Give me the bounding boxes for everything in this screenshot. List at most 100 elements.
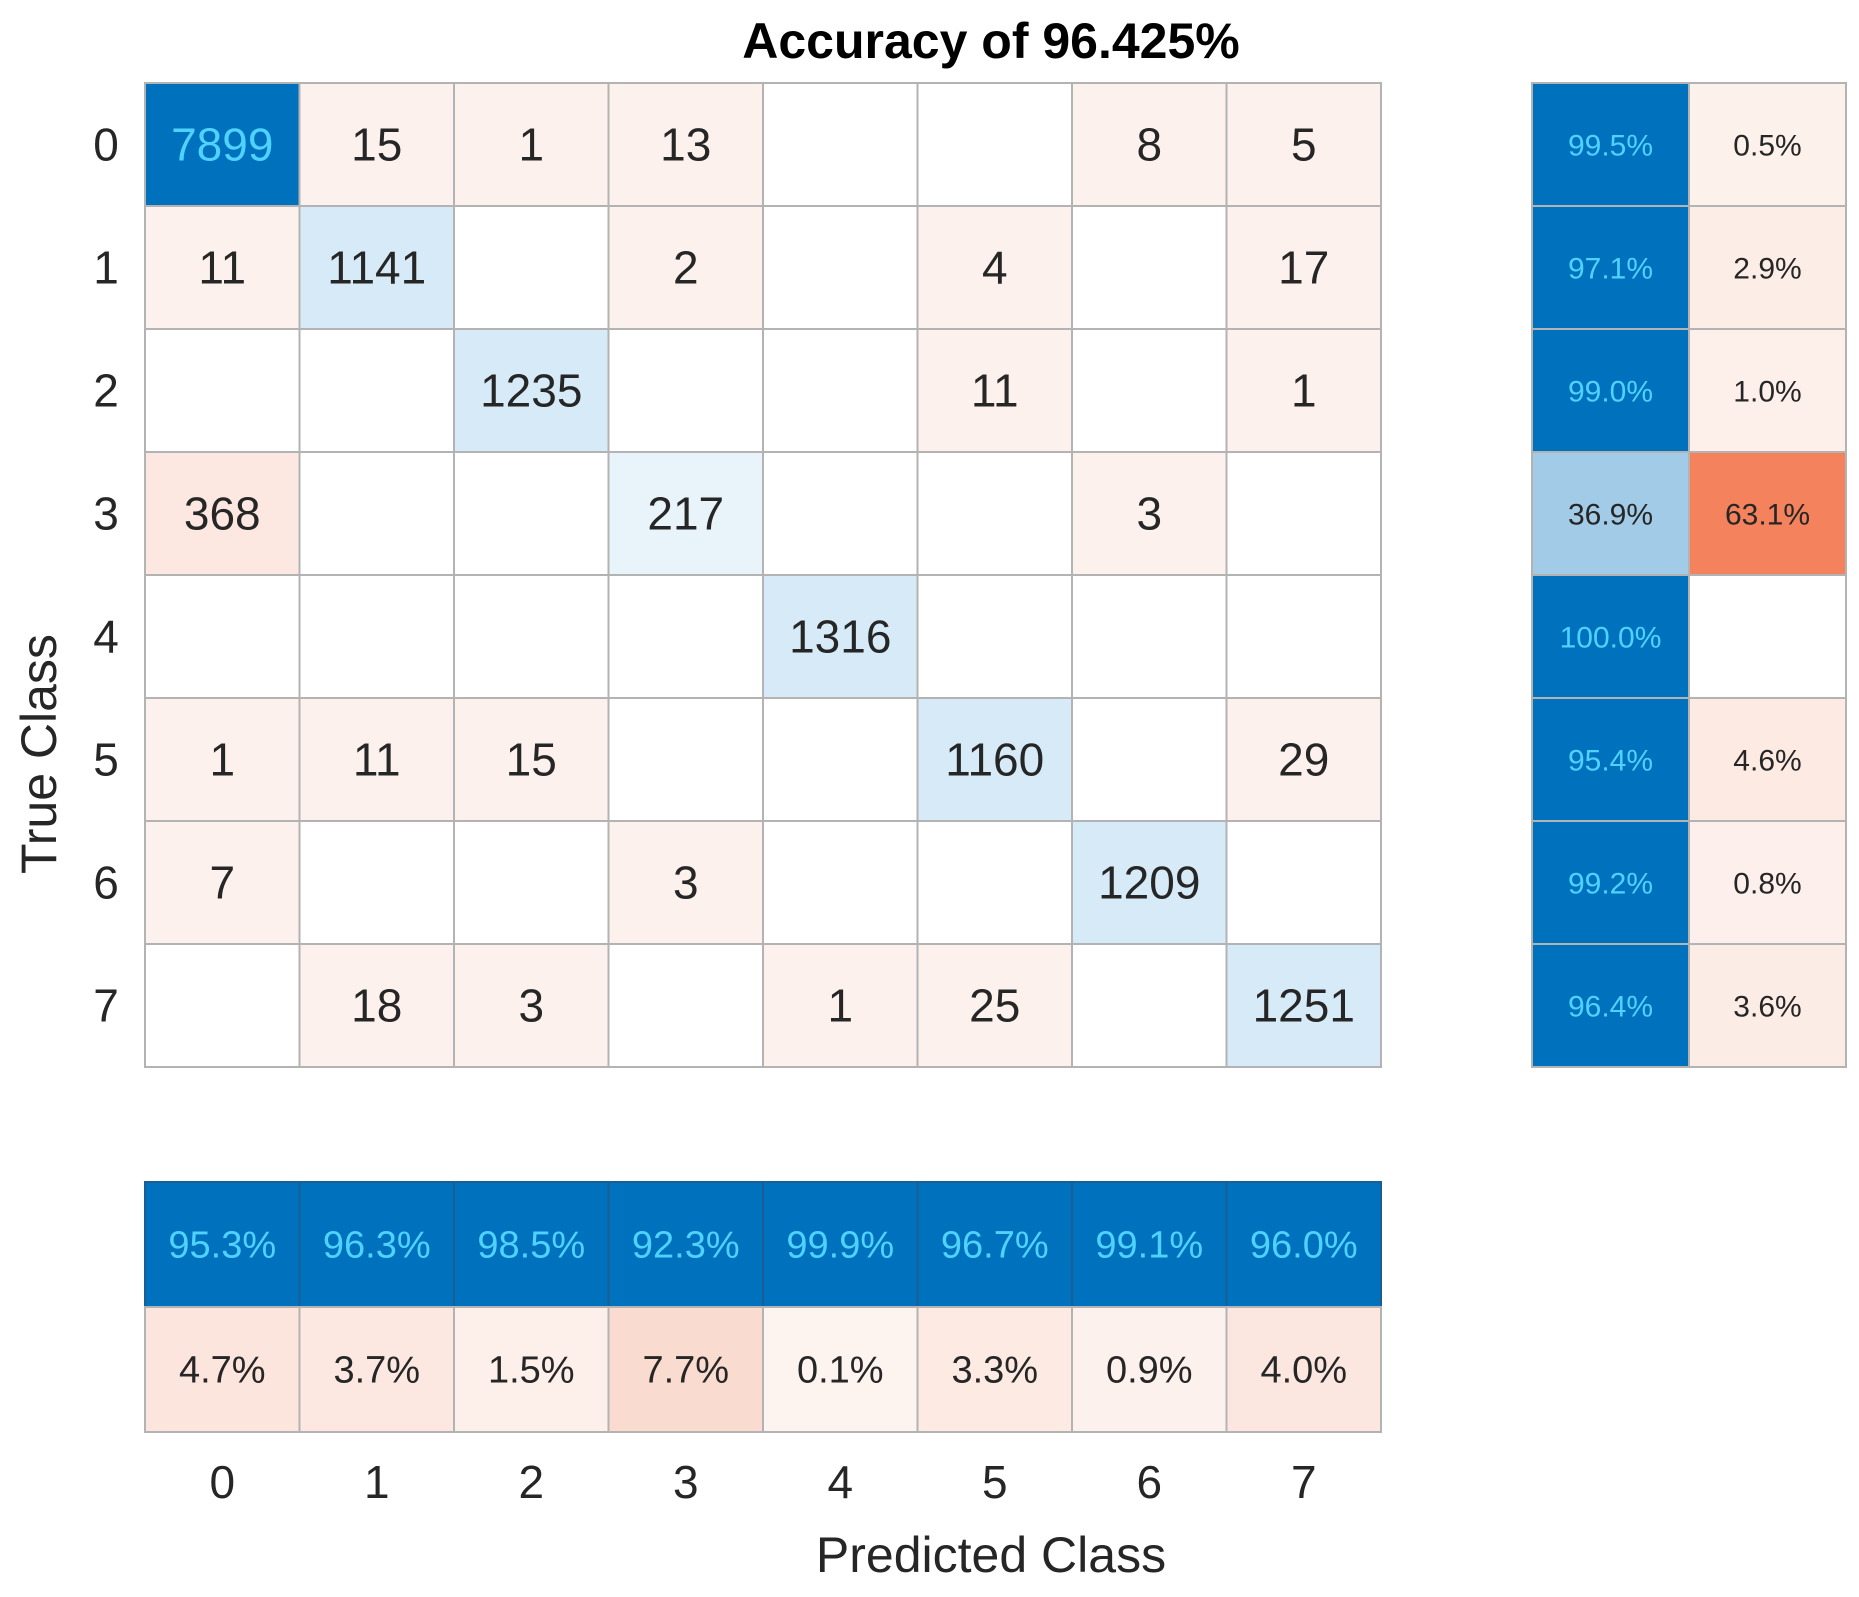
- matrix-cell: [762, 82, 919, 207]
- matrix-cell: [144, 697, 301, 822]
- matrix-cell: [916, 451, 1073, 576]
- matrix-cell-value: 1160: [945, 734, 1044, 786]
- row-summary: 99.5% 0.5% 97.1% 2.9% 99.0% 1.0% 36.9% 63.1% 100…: [1531, 82, 1847, 1068]
- matrix-cell: [453, 574, 610, 699]
- matrix-cell: [144, 82, 301, 207]
- matrix-cell: [762, 943, 919, 1068]
- column-summary: 95.3% 4.7% 96.3% 3.7% 98.5% 1.5% 92.3% 7.7% 99.9…: [144, 1181, 1382, 1433]
- y-tick-label: 7: [93, 980, 119, 1032]
- matrix-cell: [1225, 82, 1382, 207]
- column-summary-correct-cell: [453, 1181, 610, 1308]
- matrix-cell: [1071, 697, 1228, 822]
- column-summary-incorrect-cell: [607, 1306, 764, 1433]
- matrix-cell-value: 1: [209, 734, 235, 786]
- column-summary-correct-value: 99.9%: [786, 1225, 894, 1267]
- column-summary-correct-cell: [1225, 1181, 1382, 1308]
- matrix-cell-value: 1235: [480, 365, 582, 417]
- x-axis-label: Predicted Class: [816, 1527, 1166, 1583]
- matrix-cell-value: 368: [184, 488, 261, 540]
- matrix-cell-value: 29: [1278, 734, 1329, 786]
- column-summary-correct-value: 96.0%: [1250, 1225, 1358, 1267]
- matrix-cell: [1071, 451, 1228, 576]
- column-summary-incorrect-value: 1.5%: [488, 1350, 575, 1392]
- matrix-cell: [453, 451, 610, 576]
- y-tick-label: 6: [93, 857, 119, 909]
- matrix-cell: [453, 328, 610, 453]
- row-summary-incorrect-cell: [1688, 82, 1847, 207]
- matrix-cell: [1225, 697, 1382, 822]
- column-summary-incorrect-cell: [298, 1306, 455, 1433]
- column-summary-incorrect-cell: [762, 1306, 919, 1433]
- matrix-cell: [607, 451, 764, 576]
- matrix-cell-value: 18: [351, 980, 402, 1032]
- matrix-cell: [298, 328, 455, 453]
- y-tick-label: 2: [93, 365, 119, 417]
- matrix-cell-value: 8: [1136, 119, 1162, 171]
- column-summary-correct-cell: [762, 1181, 919, 1308]
- y-tick-label: 1: [93, 242, 119, 294]
- matrix-cell: [298, 943, 455, 1068]
- matrix-cell: [453, 697, 610, 822]
- column-summary-correct-value: 98.5%: [477, 1225, 585, 1267]
- matrix-cell-value: 217: [647, 488, 724, 540]
- row-summary-incorrect-cell: [1688, 205, 1847, 330]
- matrix-cell-value: 17: [1278, 242, 1329, 294]
- row-summary-correct-cell: [1531, 328, 1690, 453]
- matrix-cell: [916, 574, 1073, 699]
- matrix-cell-value: 3: [518, 980, 544, 1032]
- column-summary-incorrect-cell: [144, 1306, 301, 1433]
- matrix-cell-value: 7: [209, 857, 235, 909]
- matrix-cell: [298, 574, 455, 699]
- matrix-cell-value: 11: [198, 242, 246, 294]
- x-tick-label: 6: [1136, 1456, 1162, 1508]
- matrix-cell: [453, 943, 610, 1068]
- row-summary-correct-cell: [1531, 943, 1690, 1068]
- matrix-cell: [916, 205, 1073, 330]
- matrix-cell: [1071, 328, 1228, 453]
- matrix-cell: [762, 820, 919, 945]
- matrix-cell: [453, 82, 610, 207]
- column-summary-correct-value: 96.3%: [323, 1225, 431, 1267]
- column-summary-incorrect-cell: [1071, 1306, 1228, 1433]
- column-summary-correct-cell: [144, 1181, 301, 1308]
- matrix-cell-value: 3: [673, 857, 699, 909]
- matrix-cell: [144, 574, 301, 699]
- matrix-cell: [762, 205, 919, 330]
- matrix-cell: [1225, 205, 1382, 330]
- column-summary-correct-value: 95.3%: [168, 1225, 276, 1267]
- y-tick-label: 3: [93, 488, 119, 540]
- row-summary-correct-cell: [1531, 574, 1690, 699]
- matrix-cell: [916, 820, 1073, 945]
- matrix-cell-value: 1316: [789, 611, 891, 663]
- row-summary-incorrect-value: 63.1%: [1725, 499, 1810, 532]
- matrix-cell: [453, 205, 610, 330]
- matrix-cell-value: 11: [353, 734, 401, 786]
- x-tick-label: 7: [1291, 1456, 1317, 1508]
- matrix-cell: [144, 328, 301, 453]
- row-summary-correct-value: 99.0%: [1568, 376, 1653, 409]
- matrix-cell: [1225, 943, 1382, 1068]
- matrix-cell: [298, 82, 455, 207]
- matrix-cell-value: 1: [1291, 365, 1317, 417]
- matrix-cell-value: 11: [971, 365, 1019, 417]
- matrix-cell: [607, 328, 764, 453]
- matrix-cell: [762, 328, 919, 453]
- row-summary-incorrect-cell: [1688, 451, 1847, 576]
- row-summary-correct-value: 97.1%: [1568, 253, 1653, 286]
- matrix-cell: [1071, 205, 1228, 330]
- matrix-cell-value: 7899: [171, 119, 273, 171]
- row-summary-correct-cell: [1531, 820, 1690, 945]
- matrix-cell: [762, 574, 919, 699]
- y-tick-label: 5: [93, 734, 119, 786]
- matrix-cell-value: 15: [351, 119, 402, 171]
- matrix-cell-value: 13: [660, 119, 711, 171]
- column-summary-correct-cell: [607, 1181, 764, 1308]
- x-tick-label: 1: [364, 1456, 390, 1508]
- x-tick-label: 2: [518, 1456, 544, 1508]
- x-tick-label: 0: [209, 1456, 235, 1508]
- row-summary-incorrect-cell: [1688, 697, 1847, 822]
- matrix-cell: [607, 697, 764, 822]
- matrix-cell: [298, 697, 455, 822]
